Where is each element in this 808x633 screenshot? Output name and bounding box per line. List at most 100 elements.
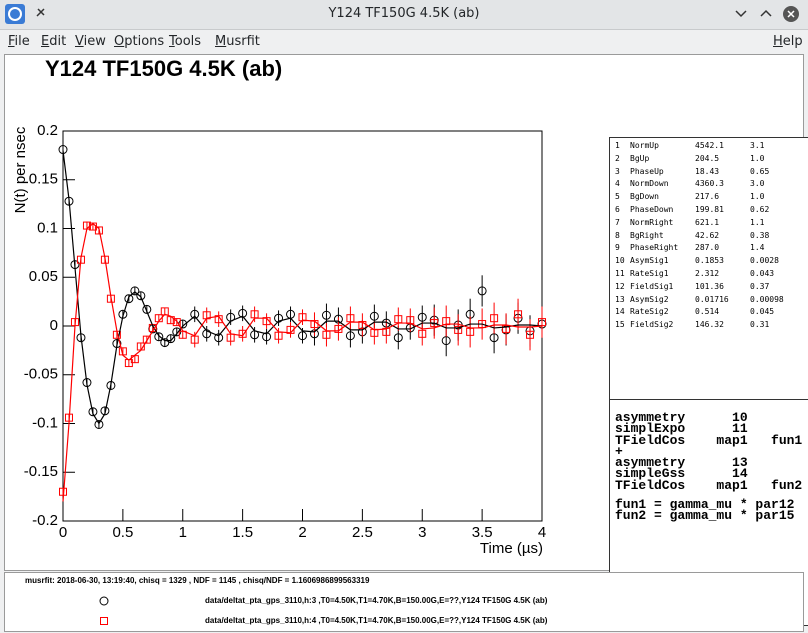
x-tick-label: 4 [538,524,546,541]
parameter-row: 3PhaseUp18.430.65 [610,167,808,180]
parameter-cell: RateSig1 [630,269,669,278]
parameter-cell: 0.0028 [750,256,779,265]
parameter-cell: RateSig2 [630,307,669,316]
menu-item[interactable]: File [8,34,30,49]
parameter-cell: 1.0 [750,154,764,163]
menu-item[interactable]: Edit [41,34,66,49]
legend-entry: data/deltat_pta_gps_3110,h:3 ,T0=4.50K,T… [205,596,547,605]
menu-item[interactable]: Help [773,34,803,49]
parameter-cell: NormDown [630,179,669,188]
legend-marker [101,618,108,625]
parameter-cell: 146.32 [695,320,724,329]
y-tick-label: 0 [50,317,58,334]
x-tick-label: 2 [298,524,306,541]
parameter-cell: NormUp [630,141,659,150]
parameter-cell: 8 [615,231,620,240]
y-tick-label: -0.05 [24,366,58,383]
parameter-cell: 621.1 [695,218,719,227]
parameter-cell: 10 [615,256,625,265]
title-bar: Y124 TF150G 4.5K (ab) [0,0,808,30]
legend-entry: data/deltat_pta_gps_3110,h:4 ,T0=4.50K,T… [205,616,547,625]
chart-title: Y124 TF150G 4.5K (ab) [45,56,282,81]
x-tick-label: 1 [179,524,187,541]
parameter-cell: 1.4 [750,243,764,252]
y-tick-label: 0.2 [37,122,58,139]
parameter-cell: PhaseRight [630,243,678,252]
menu-item[interactable]: View [75,34,106,49]
menu-bar: File Edit View Options Tools Musrfit Hel… [0,30,808,52]
parameter-cell: FieldSig1 [630,282,673,291]
parameter-cell: 1 [615,141,620,150]
y-tick-label: -0.1 [32,414,58,431]
parameter-cell: 199.81 [695,205,724,214]
parameter-cell: 5 [615,192,620,201]
parameter-row: 8BgRight42.620.38 [610,231,808,244]
parameter-cell: 3.0 [750,179,764,188]
parameter-cell: 3.1 [750,141,764,150]
parameter-row: 15 FieldSig2 146.32 0.31 [610,320,808,333]
parameter-cell: NormRight [630,218,673,227]
parameter-cell: AsymSig1 [630,256,669,265]
parameter-cell: 9 [615,243,620,252]
legend: musrfit: 2018-06-30, 13:19:40, chisq = 1… [4,572,804,632]
parameter-cell: 42.62 [695,231,719,240]
parameter-cell: 3 [615,167,620,176]
x-tick-label: 0.5 [112,524,133,541]
parameter-cell: 0.01716 [695,295,729,304]
menu-item[interactable]: Tools [169,34,201,49]
menu-item[interactable]: Musrfit [215,34,260,49]
parameter-cell: 287.0 [695,243,719,252]
y-tick-label: 0.1 [37,219,58,236]
theory-line: TFieldCos map1 fun1 [615,435,808,446]
parameter-cell: 1.0 [750,192,764,201]
parameter-cell: 0.045 [750,307,774,316]
parameter-cell: 1.1 [750,218,764,227]
parameter-cell: 0.1853 [695,256,724,265]
parameter-cell: 14 [615,307,625,316]
parameter-cell: 11 [615,269,625,278]
chart: Y124 TF150G 4.5K (ab) N(t) per nsec Time… [5,55,603,570]
parameter-cell: AsymSig2 [630,295,669,304]
legend-marker [100,597,108,605]
parameter-cell: FieldSig2 [630,320,673,329]
y-tick-label: -0.15 [24,463,58,480]
parameter-cell: 7 [615,218,620,227]
parameter-row: 1 NormUp 4542.1 3.1 [610,141,808,154]
parameter-cell: 4360.3 [695,179,724,188]
theory-line: TFieldCos map1 fun2 [615,480,808,491]
parameter-cell: 0.31 [750,320,769,329]
x-tick-label: 3.5 [472,524,493,541]
parameter-row: 12 FieldSig1 101.36 0.37 [610,282,808,295]
parameter-row: 2BgUp204.51.0 [610,154,808,167]
parameter-cell: 0.00098 [750,295,784,304]
x-axis-label: Time (µs) [480,540,543,557]
parameter-cell: BgRight [630,231,664,240]
parameter-cell: PhaseDown [630,205,673,214]
parameter-cell: 13 [615,295,625,304]
parameter-row: 7 NormRight 621.1 1.1 [610,218,808,231]
y-tick-label: 0.15 [29,171,58,188]
parameter-row: 9 PhaseRight 287.0 1.4 [610,243,808,256]
parameter-row: 11RateSig12.3120.043 [610,269,808,282]
y-axis-label: N(t) per nsec [12,126,29,213]
parameter-cell: 4542.1 [695,141,724,150]
parameter-cell: 0.37 [750,282,769,291]
canvas: Y124 TF150G 4.5K (ab) N(t) per nsec Time… [4,54,804,571]
parameter-cell: 217.6 [695,192,719,201]
x-tick-label: 0 [59,524,67,541]
parameter-cell: BgDown [630,192,659,201]
parameter-row: 10 AsymSig1 0.1853 0.0028 [610,256,808,269]
parameter-cell: 204.5 [695,154,719,163]
parameter-cell: PhaseUp [630,167,664,176]
parameter-row: 4NormDown4360.33.0 [610,179,808,192]
parameter-cell: 0.65 [750,167,769,176]
parameter-cell: 12 [615,282,625,291]
parameter-cell: 0.514 [695,307,719,316]
y-tick-label: 0.05 [29,268,58,285]
x-tick-label: 2.5 [352,524,373,541]
parameter-cell: 2.312 [695,269,719,278]
parameter-cell: 15 [615,320,625,329]
parameter-cell: 101.36 [695,282,724,291]
menu-item[interactable]: Options [114,34,164,49]
